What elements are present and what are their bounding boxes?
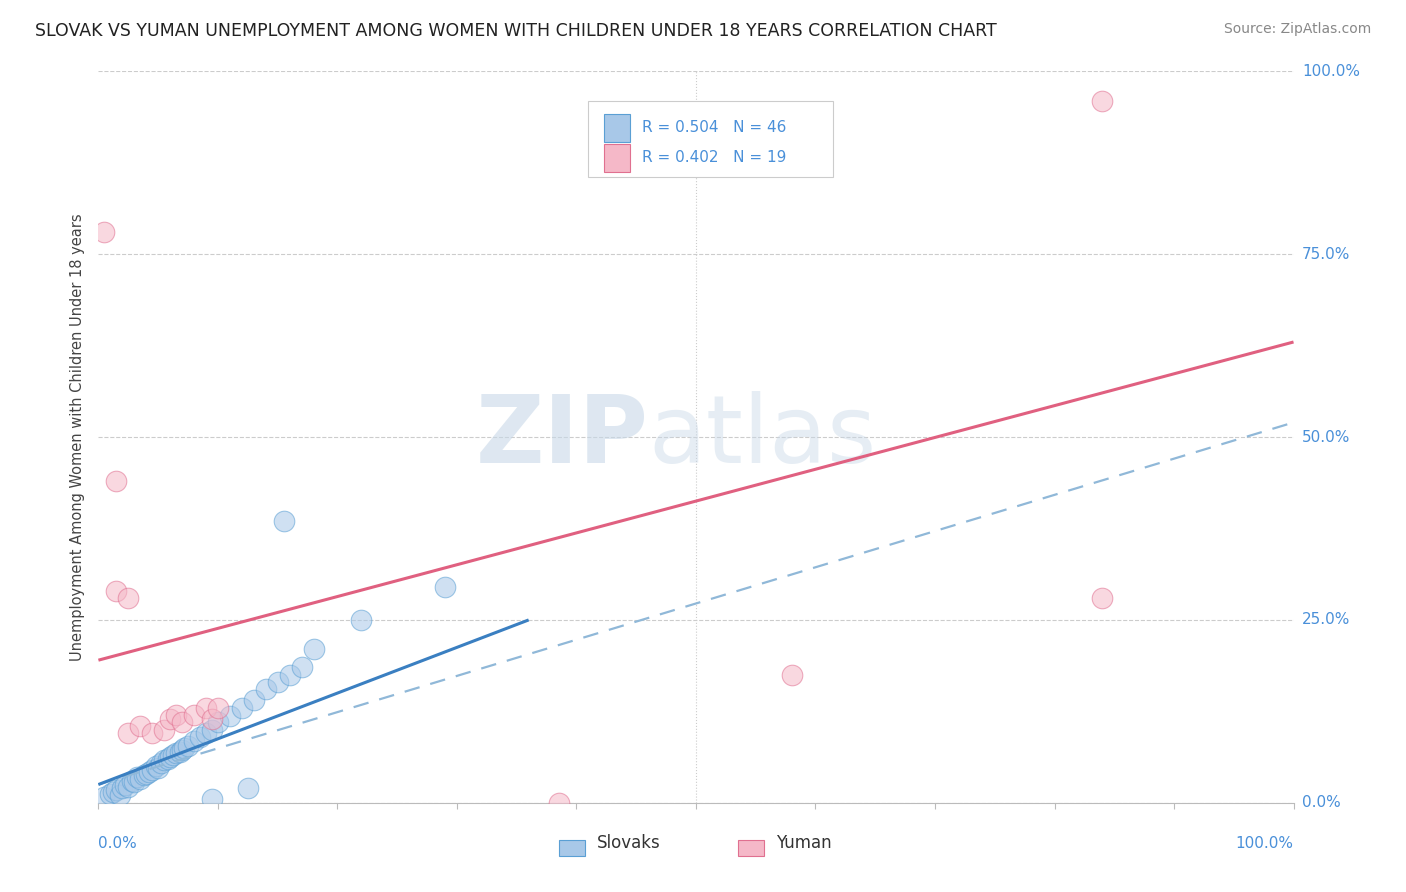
Point — [159, 712, 181, 726]
Point — [177, 739, 200, 753]
Point — [172, 715, 194, 730]
Point — [141, 763, 163, 777]
FancyBboxPatch shape — [605, 114, 630, 142]
Point — [124, 775, 146, 789]
Text: Slovaks: Slovaks — [596, 834, 661, 852]
FancyBboxPatch shape — [589, 101, 834, 178]
Text: R = 0.504   N = 46: R = 0.504 N = 46 — [643, 120, 786, 136]
Point — [201, 712, 224, 726]
Point — [201, 723, 224, 737]
Point — [434, 580, 457, 594]
Point — [156, 752, 179, 766]
Point — [188, 730, 211, 744]
Text: atlas: atlas — [648, 391, 876, 483]
Text: 0.0%: 0.0% — [1302, 796, 1340, 810]
Text: Yuman: Yuman — [776, 834, 832, 852]
Text: 100.0%: 100.0% — [1236, 836, 1294, 851]
Point — [1091, 94, 1114, 108]
Point — [350, 613, 373, 627]
Point — [162, 748, 184, 763]
Point — [547, 796, 569, 810]
Point — [169, 745, 191, 759]
Point — [195, 700, 218, 714]
Point — [219, 709, 242, 723]
Text: 0.0%: 0.0% — [98, 836, 138, 851]
Point — [98, 787, 122, 801]
Point — [1091, 591, 1114, 605]
Point — [105, 583, 128, 598]
Point — [101, 785, 124, 799]
Text: ZIP: ZIP — [475, 391, 648, 483]
Point — [201, 792, 224, 806]
Point — [108, 789, 131, 803]
Text: SLOVAK VS YUMAN UNEMPLOYMENT AMONG WOMEN WITH CHILDREN UNDER 18 YEARS CORRELATIO: SLOVAK VS YUMAN UNEMPLOYMENT AMONG WOMEN… — [35, 22, 997, 40]
Point — [195, 726, 218, 740]
Point — [117, 726, 139, 740]
Point — [183, 708, 205, 723]
Point — [125, 770, 148, 784]
Text: Source: ZipAtlas.com: Source: ZipAtlas.com — [1223, 22, 1371, 37]
Point — [117, 591, 139, 605]
Point — [780, 667, 803, 681]
Point — [148, 761, 170, 775]
Point — [129, 772, 152, 787]
Point — [302, 642, 325, 657]
FancyBboxPatch shape — [738, 839, 763, 856]
Point — [153, 723, 176, 737]
Point — [153, 753, 176, 767]
Point — [132, 768, 155, 782]
FancyBboxPatch shape — [558, 839, 585, 856]
Point — [236, 781, 259, 796]
Point — [231, 700, 253, 714]
Point — [105, 474, 128, 488]
Point — [172, 743, 194, 757]
Point — [291, 660, 314, 674]
Text: 50.0%: 50.0% — [1302, 430, 1350, 444]
Y-axis label: Unemployment Among Women with Children Under 18 years: Unemployment Among Women with Children U… — [70, 213, 86, 661]
Point — [165, 708, 187, 723]
Text: 25.0%: 25.0% — [1302, 613, 1350, 627]
FancyBboxPatch shape — [605, 144, 630, 171]
Point — [267, 675, 290, 690]
Point — [121, 773, 143, 788]
Point — [129, 719, 152, 733]
Point — [183, 733, 205, 747]
Point — [165, 746, 187, 760]
Text: 100.0%: 100.0% — [1302, 64, 1360, 78]
Point — [138, 765, 160, 780]
Point — [207, 700, 229, 714]
Point — [141, 726, 163, 740]
Point — [159, 750, 181, 764]
Text: R = 0.402   N = 19: R = 0.402 N = 19 — [643, 150, 786, 165]
Text: 75.0%: 75.0% — [1302, 247, 1350, 261]
Point — [207, 715, 229, 730]
Point — [149, 756, 172, 770]
Point — [117, 780, 139, 794]
Point — [114, 778, 136, 792]
Point — [254, 682, 277, 697]
Point — [105, 782, 128, 797]
Point — [273, 514, 295, 528]
Point — [111, 781, 134, 796]
Point — [135, 766, 157, 780]
Point — [145, 759, 167, 773]
Point — [173, 740, 195, 755]
Point — [243, 693, 266, 707]
Point — [93, 789, 115, 804]
Point — [93, 225, 115, 239]
Point — [278, 667, 301, 681]
